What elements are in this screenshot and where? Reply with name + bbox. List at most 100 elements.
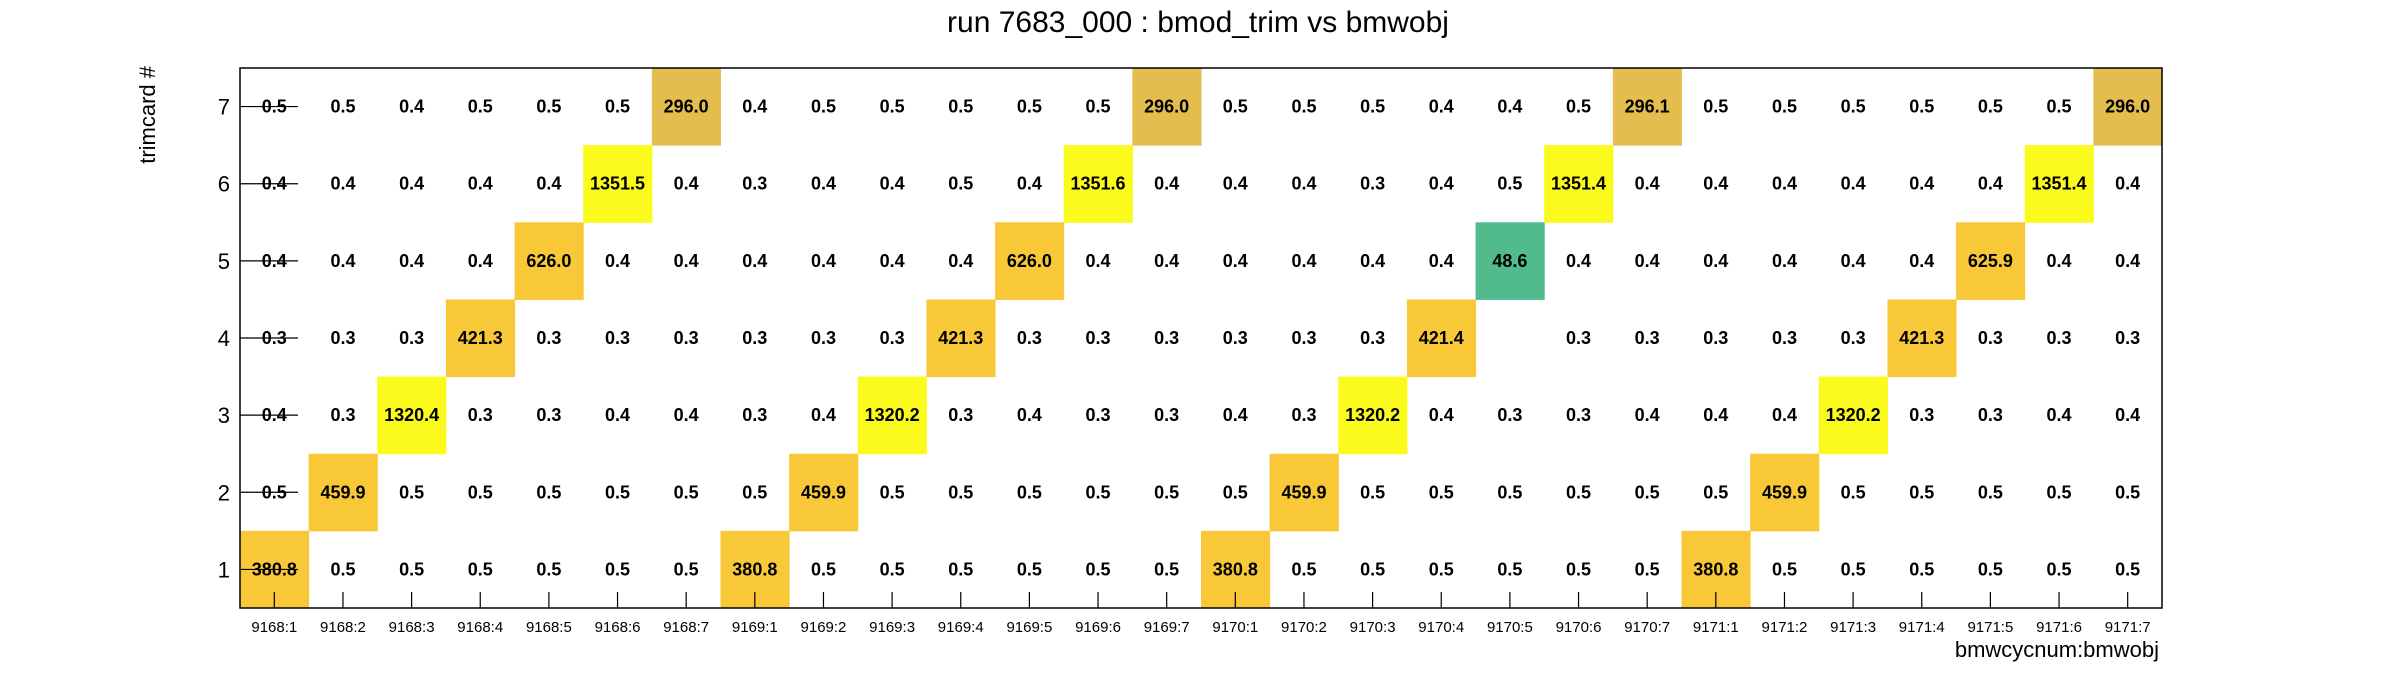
heatmap-cell-label: 0.5 — [1703, 97, 1728, 117]
heatmap-cell-label: 0.5 — [1429, 559, 1454, 579]
heatmap-cell — [1612, 68, 1682, 146]
heatmap-cell-label: 0.3 — [1154, 328, 1179, 348]
heatmap-cell-label: 0.3 — [742, 405, 767, 425]
heatmap-cell — [1818, 376, 1888, 455]
heatmap-cell-label: 0.5 — [1566, 482, 1591, 502]
y-tick-label: 6 — [218, 172, 230, 197]
heatmap-cell-label: 0.4 — [1429, 97, 1454, 117]
heatmap-cell-label: 0.4 — [605, 251, 630, 271]
heatmap-cell — [1269, 453, 1339, 532]
heatmap-cell-label: 0.5 — [1703, 482, 1728, 502]
heatmap-cell-label: 0.4 — [1635, 405, 1660, 425]
heatmap-cell-label: 0.5 — [1909, 482, 1934, 502]
heatmap-cell-label: 0.5 — [1497, 482, 1522, 502]
heatmap-cell-label: 0.5 — [1086, 482, 1111, 502]
heatmap-cell-label: 0.5 — [468, 559, 493, 579]
heatmap-cell-label: 0.5 — [1909, 97, 1934, 117]
heatmap-cell-label: 0.5 — [468, 97, 493, 117]
heatmap-cell-label: 0.5 — [1017, 559, 1042, 579]
heatmap-cell-label: 0.4 — [1017, 174, 1042, 194]
heatmap-cell-label: 0.4 — [811, 405, 836, 425]
heatmap-cell — [2093, 68, 2163, 146]
heatmap-cell — [1063, 145, 1133, 223]
heatmap-cell-label: 626.0 — [1007, 251, 1052, 271]
heatmap-cell-label: 0.4 — [605, 405, 630, 425]
heatmap-cell-label: 0.3 — [536, 328, 561, 348]
heatmap-cell-label: 0.5 — [1978, 97, 2003, 117]
heatmap-cell-label: 0.5 — [1223, 482, 1248, 502]
heatmap-cell — [445, 299, 516, 378]
heatmap-cell-label: 0.4 — [811, 251, 836, 271]
heatmap-cell-label: 1351.4 — [1551, 174, 1606, 194]
heatmap-cell-label: 1320.2 — [1826, 405, 1881, 425]
x-tick-label: 9169:6 — [1075, 619, 1121, 636]
heatmap-cell-label: 380.8 — [1693, 559, 1738, 579]
heatmap-cell-label: 421.4 — [1419, 328, 1464, 348]
heatmap-cell — [2024, 145, 2094, 223]
heatmap-cell-label: 0.5 — [1154, 559, 1179, 579]
heatmap-cell-label: 0.5 — [1360, 482, 1385, 502]
heatmap-cell-label: 0.3 — [468, 405, 493, 425]
heatmap-cell-label: 0.4 — [2115, 174, 2140, 194]
heatmap-cell-label: 0.5 — [1841, 97, 1866, 117]
heatmap-cell-label: 0.3 — [2047, 328, 2072, 348]
heatmap-cell-label: 0.5 — [1909, 559, 1934, 579]
y-axis-ticks: 1 2 3 4 5 6 7 — [218, 95, 230, 583]
heatmap-cell — [1132, 68, 1202, 146]
heatmap-cell — [1475, 222, 1545, 300]
heatmap-cell-label: 0.5 — [1017, 97, 1042, 117]
heatmap-cell-label: 0.4 — [1086, 251, 1111, 271]
heatmap-cell-label: 0.3 — [1360, 328, 1385, 348]
heatmap-cell-label: 0.3 — [605, 328, 630, 348]
heatmap-cell-label: 625.9 — [1968, 251, 2013, 271]
heatmap-cell-label: 0.4 — [880, 251, 905, 271]
heatmap-cell-label: 0.5 — [880, 559, 905, 579]
heatmap-cell-label: 0.3 — [1497, 405, 1522, 425]
heatmap-cell-label: 0.5 — [1772, 559, 1797, 579]
heatmap-cell-label: 0.3 — [1291, 405, 1316, 425]
heatmap-cell-label: 0.3 — [1978, 328, 2003, 348]
y-tick-label: 5 — [218, 249, 230, 274]
heatmap-cell-label: 0.5 — [1017, 482, 1042, 502]
heatmap-cell-label: 0.3 — [1017, 328, 1042, 348]
x-tick-label: 9171:5 — [1967, 619, 2013, 636]
heatmap-cell-label: 296.0 — [2105, 97, 2150, 117]
heatmap-cell-label: 0.4 — [1703, 405, 1728, 425]
heatmap-cell — [1750, 453, 1820, 532]
x-tick-label: 9171:3 — [1830, 619, 1876, 636]
heatmap-cell-label: 0.4 — [1154, 251, 1179, 271]
heatmap-cell-label: 380.8 — [732, 559, 777, 579]
axes — [240, 105, 2129, 608]
heatmap-cell-labels: 380.8 0.5 0.5 0.5 0.5 0.5 0.5 380.8 0.5 0.5 0.5 0.5… — [252, 97, 2150, 580]
heatmap-cell-label: 0.5 — [1978, 559, 2003, 579]
plot-frame — [239, 67, 2163, 609]
x-tick-label: 9168:1 — [251, 619, 297, 636]
heatmap-cell-label: 421.3 — [458, 328, 503, 348]
heatmap-cell-label: 0.5 — [2047, 97, 2072, 117]
heatmap-cell-label: 0.4 — [1703, 174, 1728, 194]
heatmap-cell-label: 0.5 — [880, 482, 905, 502]
heatmap-cell-label: 0.4 — [1223, 251, 1248, 271]
heatmap-cell-label: 0.4 — [742, 251, 767, 271]
x-tick-label: 9170:4 — [1418, 619, 1464, 636]
heatmap-cell-label: 0.4 — [1429, 251, 1454, 271]
x-tick-label: 9171:7 — [2105, 619, 2151, 636]
heatmap-cell-label: 459.9 — [320, 482, 365, 502]
x-tick-label: 9170:7 — [1624, 619, 1670, 636]
heatmap-cell-label: 0.5 — [1841, 559, 1866, 579]
heatmap-cell-label: 0.3 — [1360, 174, 1385, 194]
heatmap-cell — [1544, 145, 1614, 223]
heatmap-cell-label: 0.4 — [330, 174, 355, 194]
heatmap-cell-label: 0.3 — [1291, 328, 1316, 348]
x-tick-label: 9169:7 — [1144, 619, 1190, 636]
heatmap-cell-label: 0.3 — [330, 328, 355, 348]
heatmap-cell-label: 0.5 — [742, 482, 767, 502]
heatmap-cell-label: 0.4 — [1841, 251, 1866, 271]
heatmap-cell-label: 0.5 — [1223, 97, 1248, 117]
heatmap-cell-label: 0.3 — [1635, 328, 1660, 348]
x-tick-label: 9168:7 — [663, 619, 709, 636]
x-tick-label: 9169:4 — [938, 619, 984, 636]
heatmap-cell-label: 0.3 — [742, 328, 767, 348]
heatmap-cell-label: 0.4 — [1017, 405, 1042, 425]
x-tick-label: 9168:2 — [320, 619, 366, 636]
